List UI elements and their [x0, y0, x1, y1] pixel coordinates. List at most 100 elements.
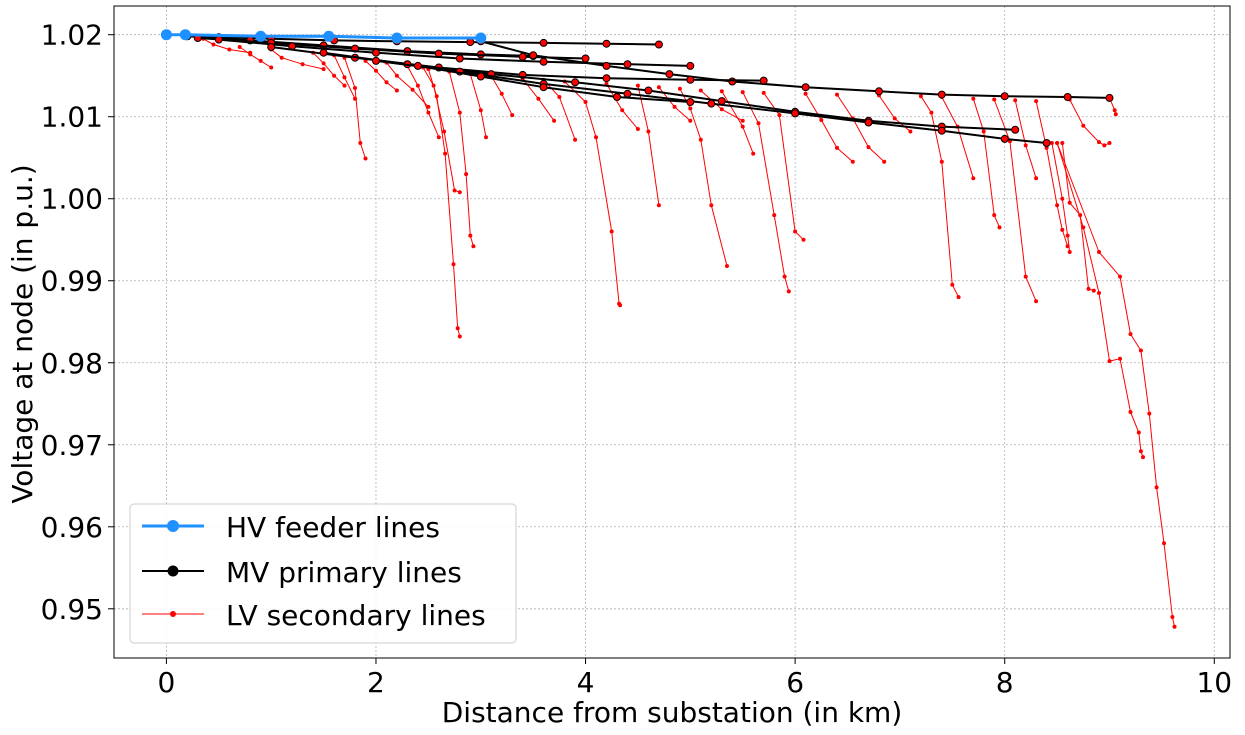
lv-node-marker	[358, 141, 363, 145]
lv-node-marker	[1097, 140, 1101, 145]
lv-node-marker	[772, 213, 777, 218]
lv-node-marker	[698, 137, 703, 142]
lv-node-marker	[1113, 112, 1118, 117]
lv-node-marker	[321, 67, 326, 72]
lv-node-marker	[756, 121, 761, 126]
lv-node-marker	[434, 94, 439, 99]
legend: HV feeder lines MV primary lines LV seco…	[129, 503, 517, 644]
lv-node-marker	[892, 116, 897, 121]
hv-node-marker	[391, 32, 403, 44]
mv-node-marker	[539, 83, 548, 92]
y-tick-label: 0.99	[41, 265, 103, 298]
y-tick-label: 0.96	[41, 511, 103, 544]
mv-node-marker	[267, 43, 276, 51]
lv-node-marker	[536, 96, 541, 101]
legend-mv-swatch-marker	[167, 565, 179, 577]
lv-node-marker	[929, 110, 934, 115]
lv-node-marker	[835, 92, 839, 97]
mv-node-marker	[686, 98, 695, 106]
mv-node-marker	[686, 75, 695, 84]
mv-node-marker	[1042, 139, 1051, 147]
lv-node-marker	[1055, 203, 1060, 208]
mv-node-marker	[214, 35, 223, 44]
lv-node-marker	[939, 159, 944, 164]
lv-node-marker	[573, 137, 578, 142]
y-tick-label: 0.97	[41, 429, 103, 462]
lv-line-segment	[202, 38, 251, 54]
lv-node-marker	[1170, 615, 1175, 619]
lv-node-marker	[725, 264, 729, 268]
y-tick-label: 0.98	[41, 347, 103, 380]
lv-node-marker	[436, 135, 441, 140]
lv-node-marker	[594, 135, 598, 140]
lv-line-segment	[1056, 142, 1175, 627]
lv-node-marker	[908, 129, 913, 134]
lv-node-marker	[1162, 541, 1166, 546]
lv-node-marker	[819, 118, 824, 122]
lv-node-marker	[1097, 250, 1101, 254]
mv-node-marker	[801, 83, 810, 92]
lv-node-marker	[956, 295, 961, 300]
lv-node-marker	[835, 145, 839, 150]
lv-node-marker	[258, 58, 263, 63]
lv-node-marker	[1055, 141, 1060, 145]
lv-node-marker	[227, 47, 232, 52]
lv-node-marker	[709, 203, 714, 208]
x-axis-ticks: 0 2 4 6 8 10	[157, 658, 1232, 699]
lv-node-marker	[1034, 299, 1039, 304]
lv-node-marker	[1128, 410, 1133, 414]
y-tick-label: 1.02	[41, 19, 103, 52]
mv-node-marker	[539, 38, 548, 47]
mv-node-marker	[644, 86, 653, 95]
lv-node-marker	[971, 176, 976, 181]
lv-line-segment	[365, 60, 398, 91]
lv-node-marker	[1147, 411, 1152, 416]
lv-node-marker	[452, 188, 457, 193]
lv-node-marker	[499, 91, 504, 96]
lv-node-marker	[992, 97, 997, 102]
lv-node-marker	[394, 88, 399, 93]
lv-node-marker	[457, 110, 462, 115]
lv-node-marker	[1107, 141, 1112, 145]
lv-node-marker	[777, 113, 782, 118]
mv-node-marker	[623, 89, 632, 98]
mv-node-marker	[1011, 125, 1020, 134]
lv-node-marker	[950, 282, 955, 287]
lv-node-marker	[1060, 141, 1065, 145]
lv-node-marker	[1060, 227, 1065, 232]
y-axis-label: Voltage at node (in p.u.)	[6, 164, 39, 503]
hv-series	[160, 29, 487, 44]
lv-node-marker	[363, 156, 368, 161]
lv-node-marker	[1034, 99, 1039, 104]
hv-node-marker	[160, 29, 172, 41]
lv-node-marker	[353, 86, 357, 90]
lv-node-marker	[1049, 141, 1054, 145]
lv-node-marker	[646, 129, 651, 134]
mv-node-marker	[613, 93, 621, 101]
lv-node-marker	[484, 135, 488, 140]
lv-node-marker	[882, 159, 887, 164]
lv-node-marker	[415, 83, 420, 88]
mv-node-marker	[707, 99, 716, 108]
mv-line-segment	[323, 51, 1016, 131]
mv-node-marker	[372, 48, 380, 57]
lv-node-marker	[451, 262, 456, 267]
mv-node-marker	[864, 118, 873, 127]
lv-node-marker	[786, 289, 791, 294]
mv-node-marker	[1000, 134, 1009, 143]
x-tick-label: 8	[996, 666, 1014, 699]
lv-node-marker	[981, 129, 986, 134]
lv-node-marker	[719, 107, 724, 112]
lv-node-marker	[672, 104, 677, 109]
lv-line-segment	[1051, 142, 1071, 253]
lv-node-marker	[457, 334, 462, 339]
lv-node-marker	[426, 110, 431, 115]
lv-node-marker	[1128, 332, 1133, 337]
plot-frame	[113, 5, 1231, 659]
lv-node-marker	[321, 61, 326, 66]
mv-node-marker	[602, 39, 611, 48]
lv-node-marker	[1023, 274, 1028, 279]
lv-node-marker	[1154, 485, 1159, 490]
lv-node-marker	[635, 127, 640, 131]
mv-node-marker	[413, 61, 422, 70]
